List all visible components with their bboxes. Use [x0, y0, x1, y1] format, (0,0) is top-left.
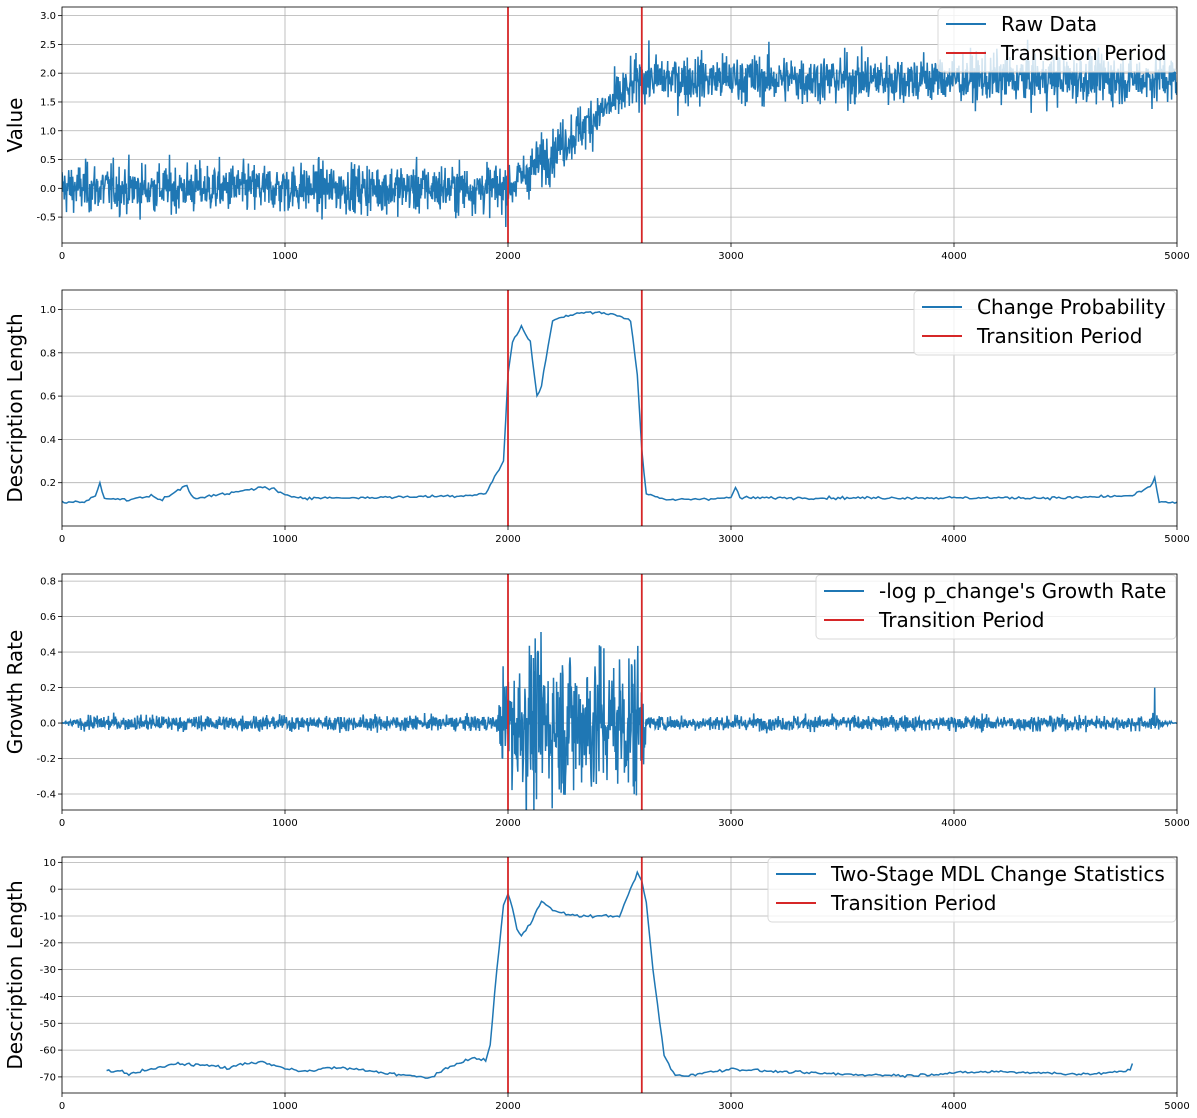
legend: Raw Data Transition Period — [937, 7, 1177, 73]
x-tick-label: 4000 — [941, 534, 966, 545]
series-line — [62, 311, 1177, 505]
legend: -log p_change's Growth Rate Transition Pe… — [815, 574, 1177, 640]
x-tick-label: 3000 — [718, 534, 743, 545]
x-tick-label: 0 — [59, 818, 65, 829]
legend-label: Transition Period — [976, 324, 1142, 348]
y-tick-label: 0.4 — [40, 648, 56, 659]
y-tick-label: -50 — [40, 1019, 56, 1030]
y-tick-label: -0.2 — [36, 754, 56, 765]
legend-box — [937, 7, 1177, 73]
x-tick-label: 4000 — [941, 818, 966, 829]
x-tick-label: 0 — [59, 534, 65, 545]
y-tick-label: 0.2 — [40, 478, 56, 489]
x-tick-label: 5000 — [1164, 818, 1189, 829]
x-tick-label: 1000 — [272, 251, 297, 262]
axes-frame — [61, 856, 1178, 1094]
y-axis-label: Description Length — [3, 313, 27, 502]
x-tick-label: 1000 — [272, 1101, 297, 1112]
y-axis-label: Value — [3, 98, 27, 153]
y-tick-label: 2.5 — [40, 40, 56, 51]
x-tick-label: 2000 — [495, 251, 520, 262]
series-line — [62, 631, 1177, 810]
x-tick-label: 4000 — [941, 251, 966, 262]
legend-label: Transition Period — [878, 608, 1044, 632]
legend-box — [913, 290, 1177, 356]
y-tick-label: 0.8 — [40, 577, 56, 588]
y-tick-label: -0.5 — [36, 213, 56, 224]
subplot-1: 0 1000 2000 3000 4000 5000 -0.5 0.0 0.5 1.0 1.5 2.0… — [3, 6, 1190, 262]
y-tick-label: 0.5 — [40, 155, 56, 166]
legend-label: Transition Period — [830, 891, 996, 915]
y-tick-label: 0 — [50, 885, 56, 896]
y-tick-label: 3.0 — [40, 11, 56, 22]
legend-label: Two-Stage MDL Change Statistics — [830, 862, 1165, 886]
x-tick-label: 5000 — [1164, 534, 1189, 545]
x-tick-label: 0 — [59, 1101, 65, 1112]
subplot-3: 0 1000 2000 3000 4000 5000 -0.4 -0.2 0.0 0.2 0.4 0.… — [3, 573, 1190, 829]
x-tick-label: 3000 — [718, 1101, 743, 1112]
y-tick-label: -30 — [40, 965, 56, 976]
y-tick-label: -20 — [40, 938, 56, 949]
legend-box — [815, 574, 1177, 640]
x-tick-label: 2000 — [495, 534, 520, 545]
y-tick-label: 10 — [43, 858, 56, 869]
x-tick-label: 3000 — [718, 251, 743, 262]
y-tick-label: -60 — [40, 1046, 56, 1057]
x-tick-label: 4000 — [941, 1101, 966, 1112]
x-tick-label: 0 — [59, 251, 65, 262]
x-tick-label: 5000 — [1164, 251, 1189, 262]
y-tick-label: 1.0 — [40, 126, 56, 137]
y-axis-label: Growth Rate — [3, 630, 27, 755]
x-tick-label: 1000 — [272, 818, 297, 829]
y-tick-label: 2.0 — [40, 69, 56, 80]
y-tick-label: 0.2 — [40, 683, 56, 694]
y-tick-label: -40 — [40, 992, 56, 1003]
y-tick-label: 0.8 — [40, 348, 56, 359]
y-tick-label: 1.5 — [40, 97, 56, 108]
legend: Change Probability Transition Period — [913, 290, 1177, 356]
axes-frame — [61, 289, 1178, 527]
subplot-4: 0 1000 2000 3000 4000 5000 -70 -60 -50 -40 -30 -20 -… — [3, 856, 1190, 1112]
y-tick-label: 1.0 — [40, 305, 56, 316]
legend: Two-Stage MDL Change Statistics Transitio… — [767, 857, 1177, 923]
x-tick-label: 3000 — [718, 818, 743, 829]
x-tick-label: 2000 — [495, 1101, 520, 1112]
x-tick-label: 2000 — [495, 818, 520, 829]
y-tick-label: 0.4 — [40, 435, 56, 446]
y-tick-label: -0.4 — [36, 790, 56, 801]
series-line — [106, 870, 1134, 1079]
y-tick-label: 0.0 — [40, 719, 56, 730]
y-tick-label: 0.6 — [40, 392, 56, 403]
y-tick-label: 0.6 — [40, 612, 56, 623]
y-tick-label: 0.0 — [40, 184, 56, 195]
y-tick-label: -10 — [40, 912, 56, 923]
y-axis-label: Description Length — [3, 880, 27, 1069]
axes-frame — [61, 6, 1178, 244]
subplot-2: 0 1000 2000 3000 4000 5000 0.2 0.4 0.6 0.8 1.0 Desc… — [3, 289, 1190, 545]
y-tick-label: -70 — [40, 1072, 56, 1083]
legend-label: Transition Period — [1000, 41, 1166, 65]
legend-label: Raw Data — [1001, 12, 1097, 36]
x-tick-label: 1000 — [272, 534, 297, 545]
axes-frame — [61, 573, 1178, 811]
legend-label: Change Probability — [977, 295, 1166, 319]
legend-box — [767, 857, 1177, 923]
x-tick-label: 5000 — [1164, 1101, 1189, 1112]
legend-label: -log p_change's Growth Rate — [879, 579, 1166, 603]
